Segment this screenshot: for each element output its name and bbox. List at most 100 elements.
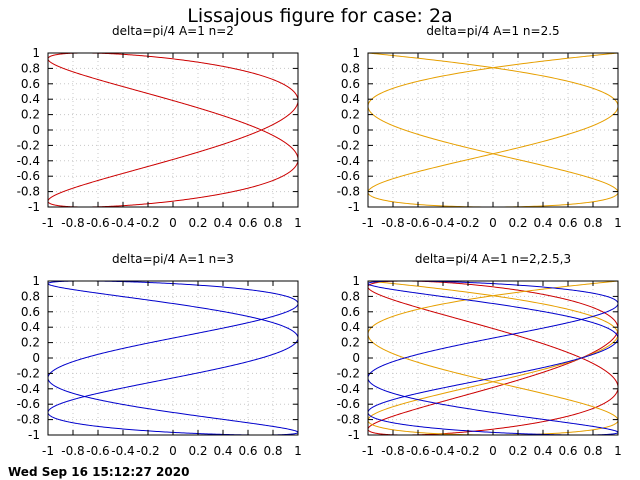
x-tick-label: 0 xyxy=(169,444,177,458)
x-tick-label: -0.4 xyxy=(111,216,134,230)
y-tick-label: -0.4 xyxy=(17,382,40,396)
x-tick-label: -1 xyxy=(362,216,374,230)
y-tick-label: 0.6 xyxy=(341,77,360,91)
x-tick-label: -0.2 xyxy=(136,216,159,230)
y-tick-label: 0 xyxy=(32,123,40,137)
y-tick-label: 0.8 xyxy=(21,61,40,75)
panel-title: delta=pi/4 A=1 n=2,2.5,3 xyxy=(415,252,571,266)
y-tick-label: 0 xyxy=(352,351,360,365)
y-tick-label: -0.6 xyxy=(337,397,360,411)
chart-panel-1: delta=pi/4 A=1 n=2-1 -0.8 -0.6 -0.4 -0.2 0 0.2… xyxy=(17,24,302,230)
x-tick-label: -0.4 xyxy=(111,444,134,458)
lissajous-curve-n3 xyxy=(368,281,618,435)
figure-title: Lissajous figure for case: 2a xyxy=(187,5,452,27)
x-tick-label: 0.4 xyxy=(213,444,232,458)
chart-panels: delta=pi/4 A=1 n=2-1 -0.8 -0.6 -0.4 -0.2 0 0.2… xyxy=(17,24,622,458)
x-tick-label: -1 xyxy=(362,444,374,458)
panel-title: delta=pi/4 A=1 n=3 xyxy=(112,252,234,266)
y-tick-label: 0.2 xyxy=(21,336,40,350)
y-tick-label: 0 xyxy=(352,123,360,137)
x-tick-label: -0.4 xyxy=(431,216,454,230)
x-tick-label: -0.6 xyxy=(86,444,109,458)
x-tick-label: 0.8 xyxy=(583,216,602,230)
y-tick-label: -1 xyxy=(348,428,360,442)
x-tick-label: 0.4 xyxy=(533,216,552,230)
y-tick-label: 0.6 xyxy=(21,77,40,91)
y-tick-label: 0.4 xyxy=(21,320,40,334)
y-tick-label: -0.4 xyxy=(337,382,360,396)
chart-panel-2: delta=pi/4 A=1 n=2.5-1 -0.8 -0.6 -0.4 -0.2 0 0… xyxy=(337,24,622,230)
x-tick-label: 0.6 xyxy=(558,444,577,458)
y-tick-label: -0.8 xyxy=(337,413,360,427)
panel-title: delta=pi/4 A=1 n=2 xyxy=(112,24,234,38)
y-tick-label: -0.8 xyxy=(337,185,360,199)
y-tick-label: 0.4 xyxy=(341,92,360,106)
x-tick-label: 0 xyxy=(489,216,497,230)
y-tick-label: -0.6 xyxy=(17,169,40,183)
y-tick-label: -1 xyxy=(348,200,360,214)
y-tick-label: -0.4 xyxy=(337,154,360,168)
x-tick-label: -0.6 xyxy=(86,216,109,230)
y-tick-label: 0.8 xyxy=(341,289,360,303)
x-tick-label: 0.4 xyxy=(213,216,232,230)
x-tick-label: 0.8 xyxy=(583,444,602,458)
y-tick-label: 0.2 xyxy=(341,108,360,122)
y-tick-label: 0.2 xyxy=(21,108,40,122)
y-tick-label: -0.2 xyxy=(337,138,360,152)
y-tick-label: 1 xyxy=(32,274,40,288)
panel-title: delta=pi/4 A=1 n=2.5 xyxy=(426,24,559,38)
y-tick-label: -0.6 xyxy=(337,169,360,183)
y-tick-label: -0.4 xyxy=(17,154,40,168)
x-tick-label: 1 xyxy=(614,216,622,230)
chart-panel-3: delta=pi/4 A=1 n=3-1 -0.8 -0.6 -0.4 -0.2 0 0.2… xyxy=(17,252,302,458)
x-tick-label: 0.6 xyxy=(238,444,257,458)
x-tick-label: 0 xyxy=(169,216,177,230)
x-tick-label: -0.2 xyxy=(456,216,479,230)
x-tick-label: 1 xyxy=(614,444,622,458)
y-tick-label: -0.2 xyxy=(17,138,40,152)
y-tick-label: 0.4 xyxy=(341,320,360,334)
y-tick-label: 1 xyxy=(352,274,360,288)
y-tick-label: -0.6 xyxy=(17,397,40,411)
x-tick-label: 0 xyxy=(489,444,497,458)
x-tick-label: 0.2 xyxy=(508,444,527,458)
lissajous-curve-n3 xyxy=(48,281,298,435)
lissajous-curve-n2 xyxy=(48,53,298,207)
x-tick-label: 0.4 xyxy=(533,444,552,458)
y-tick-label: -0.8 xyxy=(17,413,40,427)
y-tick-label: 0.8 xyxy=(21,289,40,303)
x-tick-label: -1 xyxy=(42,444,54,458)
chart-panel-4: delta=pi/4 A=1 n=2,2.5,3-1 -0.8 -0.6 -0.4 -0… xyxy=(337,252,622,458)
y-tick-label: -0.8 xyxy=(17,185,40,199)
x-tick-label: 0.6 xyxy=(238,216,257,230)
y-tick-label: -1 xyxy=(28,200,40,214)
y-tick-label: 0.4 xyxy=(21,92,40,106)
x-tick-label: 0.2 xyxy=(188,444,207,458)
x-tick-label: -0.8 xyxy=(61,444,84,458)
x-tick-label: 0.6 xyxy=(558,216,577,230)
x-tick-label: -1 xyxy=(42,216,54,230)
x-tick-label: -0.6 xyxy=(406,444,429,458)
x-tick-label: -0.4 xyxy=(431,444,454,458)
x-tick-label: 1 xyxy=(294,444,302,458)
x-tick-label: -0.8 xyxy=(381,444,404,458)
y-tick-label: -0.2 xyxy=(17,366,40,380)
x-tick-label: -0.6 xyxy=(406,216,429,230)
y-tick-label: -1 xyxy=(28,428,40,442)
y-tick-label: 1 xyxy=(32,46,40,60)
x-tick-label: 0.2 xyxy=(508,216,527,230)
x-tick-label: -0.8 xyxy=(61,216,84,230)
lissajous-curve-n2_5 xyxy=(368,53,618,207)
x-tick-label: -0.2 xyxy=(456,444,479,458)
y-tick-label: -0.2 xyxy=(337,366,360,380)
y-tick-label: 0.6 xyxy=(21,305,40,319)
x-tick-label: 0.2 xyxy=(188,216,207,230)
x-tick-label: 1 xyxy=(294,216,302,230)
y-tick-label: 0.2 xyxy=(341,336,360,350)
y-tick-label: 0.6 xyxy=(341,305,360,319)
x-tick-label: 0.8 xyxy=(263,216,282,230)
x-tick-label: -0.2 xyxy=(136,444,159,458)
y-tick-label: 0.8 xyxy=(341,61,360,75)
timestamp: Wed Sep 16 15:12:27 2020 xyxy=(8,465,189,479)
